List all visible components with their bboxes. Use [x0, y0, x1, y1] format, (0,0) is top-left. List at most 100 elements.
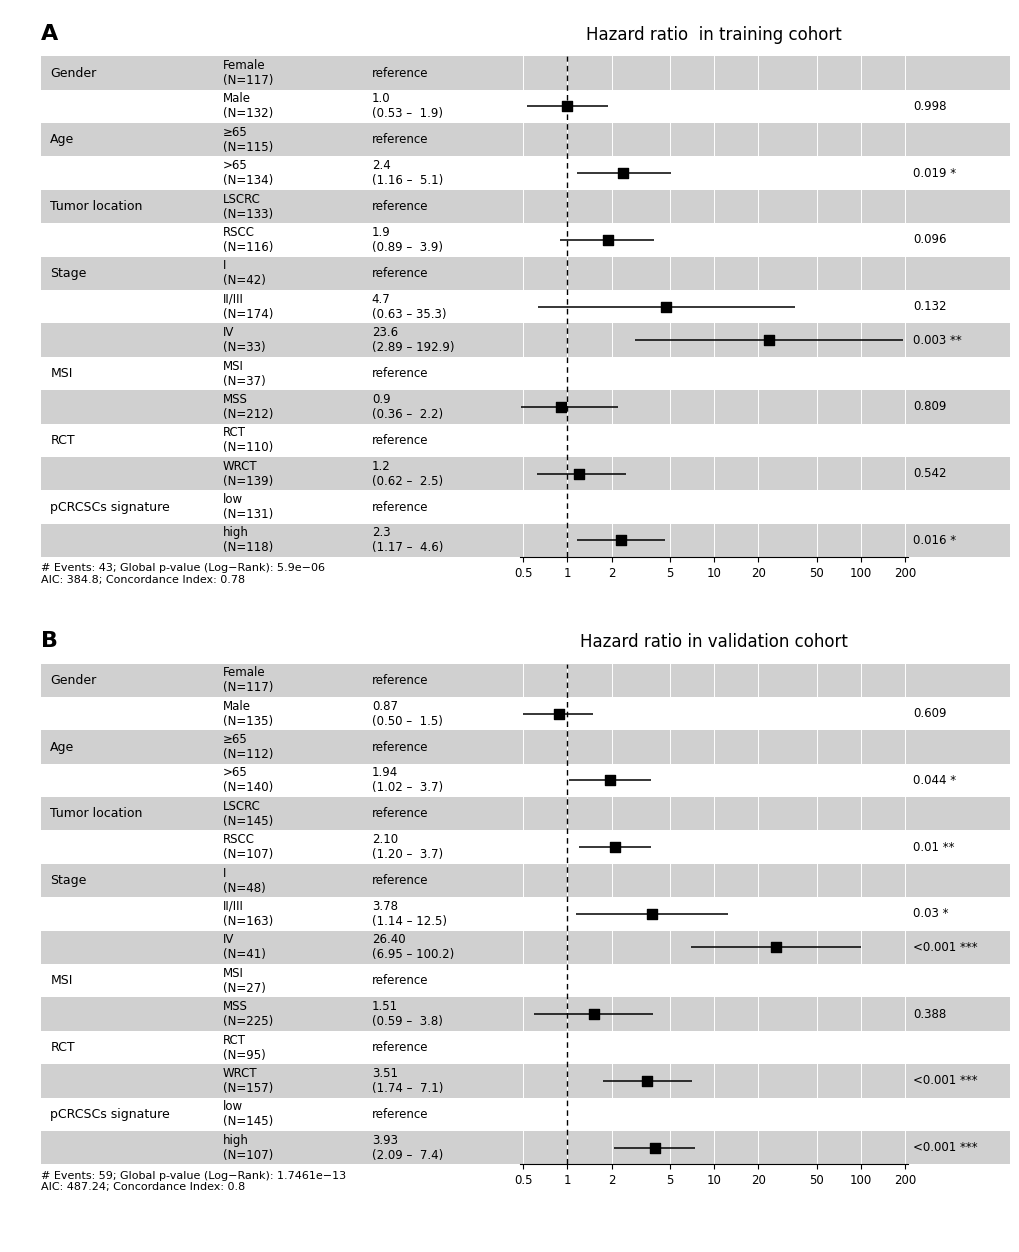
Text: 0.096: 0.096: [912, 233, 946, 247]
Text: # Events: 59; Global p-value (Log−Rank): 1.7461e−13
AIC: 487.24; Concordance Ind: # Events: 59; Global p-value (Log−Rank):…: [41, 1171, 345, 1192]
Bar: [907, 357, 1009, 391]
Bar: [41, 864, 520, 898]
Bar: [520, 257, 907, 290]
Text: 0.03 *: 0.03 *: [912, 908, 948, 920]
Bar: [41, 964, 520, 998]
Text: 0.01 **: 0.01 **: [912, 840, 954, 854]
Bar: [41, 56, 520, 90]
Text: IV
(N=33): IV (N=33): [223, 326, 265, 354]
Bar: [520, 697, 907, 730]
Bar: [41, 156, 520, 190]
Text: reference: reference: [371, 66, 428, 80]
Bar: [520, 290, 907, 323]
Bar: [520, 123, 907, 156]
Text: >65
(N=140): >65 (N=140): [223, 766, 273, 795]
Text: reference: reference: [371, 674, 428, 687]
Bar: [520, 491, 907, 523]
Point: [606, 838, 623, 858]
Bar: [907, 457, 1009, 491]
Text: <0.001 ***: <0.001 ***: [912, 1141, 977, 1154]
Bar: [520, 1098, 907, 1131]
Text: MSI
(N=37): MSI (N=37): [223, 359, 266, 388]
Text: MSS
(N=212): MSS (N=212): [223, 393, 273, 421]
Bar: [520, 830, 907, 864]
Text: 0.132: 0.132: [912, 300, 946, 313]
Point: [585, 1004, 601, 1024]
Text: WRCT
(N=139): WRCT (N=139): [223, 459, 273, 488]
Text: 0.809: 0.809: [912, 401, 946, 413]
Bar: [907, 90, 1009, 123]
Text: # Events: 43; Global p-value (Log−Rank): 5.9e−06
AIC: 384.8; Concordance Index: : # Events: 43; Global p-value (Log−Rank):…: [41, 563, 324, 585]
Bar: [41, 697, 520, 730]
Text: B: B: [41, 631, 58, 651]
Point: [760, 331, 776, 351]
Text: 2.4
(1.16 –  5.1): 2.4 (1.16 – 5.1): [371, 159, 442, 188]
Text: II/III
(N=174): II/III (N=174): [223, 293, 273, 321]
Text: Age: Age: [50, 740, 74, 754]
Bar: [907, 830, 1009, 864]
Bar: [41, 457, 520, 491]
Bar: [907, 257, 1009, 290]
Bar: [520, 1131, 907, 1164]
Text: 0.87
(0.50 –  1.5): 0.87 (0.50 – 1.5): [371, 700, 442, 727]
Text: 0.016 *: 0.016 *: [912, 533, 956, 547]
Bar: [520, 930, 907, 964]
Bar: [520, 190, 907, 223]
Text: high
(N=118): high (N=118): [223, 526, 273, 555]
Text: low
(N=145): low (N=145): [223, 1101, 273, 1128]
Bar: [907, 697, 1009, 730]
Text: 0.388: 0.388: [912, 1008, 946, 1020]
Text: 0.019 *: 0.019 *: [912, 167, 956, 180]
Point: [614, 163, 631, 183]
Text: Stage: Stage: [50, 874, 87, 888]
Bar: [41, 491, 520, 523]
Text: Male
(N=132): Male (N=132): [223, 93, 273, 120]
Text: 0.998: 0.998: [912, 100, 946, 113]
Text: reference: reference: [371, 133, 428, 146]
Bar: [41, 223, 520, 257]
Text: pCRCSCs signature: pCRCSCs signature: [50, 1108, 170, 1121]
Text: MSI: MSI: [50, 367, 72, 381]
Bar: [41, 930, 520, 964]
Bar: [41, 1064, 520, 1098]
Text: reference: reference: [371, 808, 428, 820]
Bar: [41, 90, 520, 123]
Text: low
(N=131): low (N=131): [223, 493, 273, 521]
Text: II/III
(N=163): II/III (N=163): [223, 900, 273, 928]
Text: 26.40
(6.95 – 100.2): 26.40 (6.95 – 100.2): [371, 933, 453, 962]
Bar: [907, 323, 1009, 357]
Bar: [520, 391, 907, 423]
Text: 3.78
(1.14 – 12.5): 3.78 (1.14 – 12.5): [371, 900, 446, 928]
Text: Female
(N=117): Female (N=117): [223, 59, 273, 88]
Bar: [520, 1030, 907, 1064]
Bar: [41, 1131, 520, 1164]
Point: [767, 938, 784, 958]
Bar: [520, 964, 907, 998]
Bar: [907, 864, 1009, 898]
Text: RSCC
(N=107): RSCC (N=107): [223, 833, 273, 861]
Text: MSI: MSI: [50, 974, 72, 988]
Bar: [520, 423, 907, 457]
Point: [657, 297, 674, 317]
Point: [601, 770, 618, 790]
Text: 0.003 **: 0.003 **: [912, 333, 961, 347]
Bar: [907, 898, 1009, 930]
Text: RCT: RCT: [50, 1040, 75, 1054]
Bar: [907, 223, 1009, 257]
Bar: [520, 357, 907, 391]
Text: reference: reference: [371, 433, 428, 447]
Text: IV
(N=41): IV (N=41): [223, 933, 266, 962]
Text: reference: reference: [371, 740, 428, 754]
Bar: [907, 998, 1009, 1030]
Bar: [907, 930, 1009, 964]
Bar: [520, 998, 907, 1030]
Text: reference: reference: [371, 974, 428, 988]
Text: 2.3
(1.17 –  4.6): 2.3 (1.17 – 4.6): [371, 526, 442, 555]
Text: WRCT
(N=157): WRCT (N=157): [223, 1067, 273, 1096]
Text: ≥65
(N=112): ≥65 (N=112): [223, 732, 273, 761]
Bar: [41, 523, 520, 557]
Bar: [41, 730, 520, 764]
Text: Male
(N=135): Male (N=135): [223, 700, 273, 727]
Text: 3.93
(2.09 –  7.4): 3.93 (2.09 – 7.4): [371, 1133, 442, 1162]
Point: [643, 904, 659, 924]
